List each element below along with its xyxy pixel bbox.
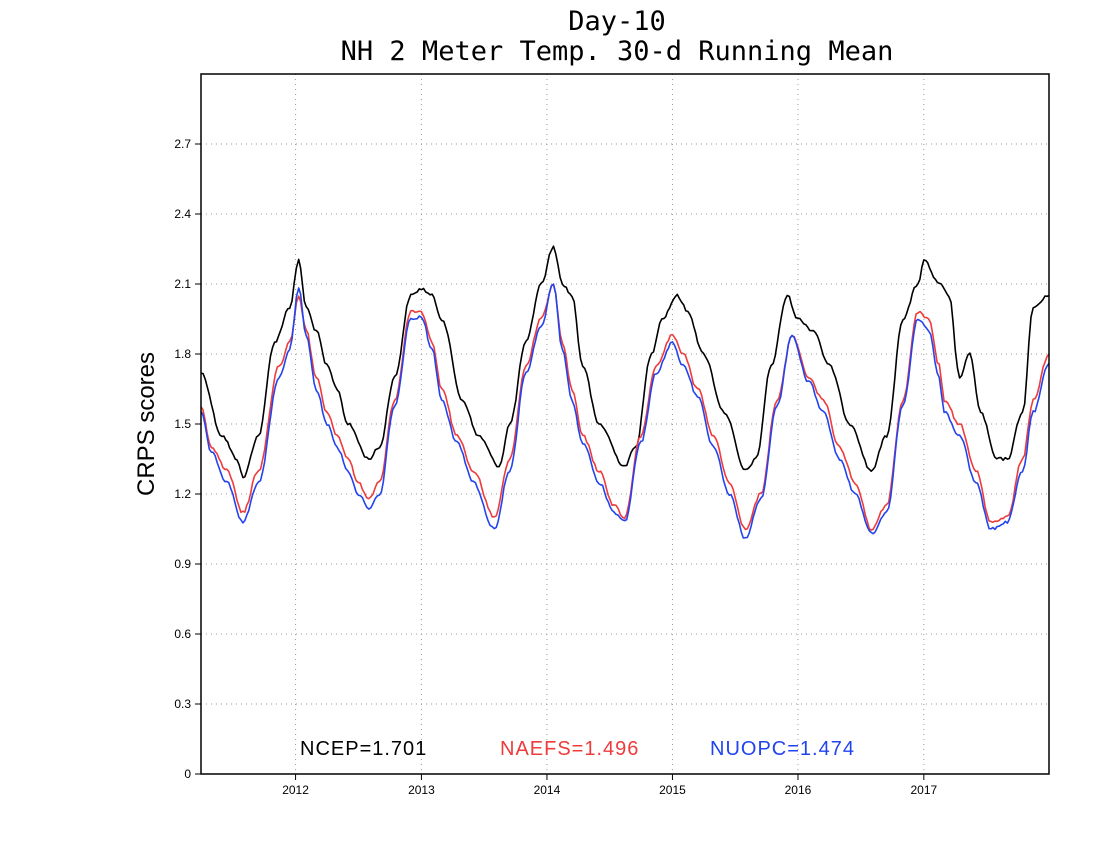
y-axis: 0 0.3 0.6 0.9 1.2 1.5 1.8 2.1 2.4 2.7 (174, 137, 201, 781)
x-tick-label: 2013 (408, 783, 435, 797)
y-tick-label: 0.6 (174, 627, 191, 641)
chart-subtitle: NH 2 Meter Temp. 30-d Running Mean (341, 36, 894, 67)
y-tick-label: 1.5 (174, 417, 191, 431)
legend: NCEP=1.701 NAEFS=1.496 NUOPC=1.474 (300, 738, 855, 760)
y-tick-label: 0 (184, 767, 191, 781)
x-tick-label: 2015 (659, 783, 686, 797)
x-tick-label: 2012 (282, 783, 309, 797)
grid-lines (201, 74, 1049, 774)
y-tick-label: 2.1 (174, 277, 191, 291)
y-axis-label: CRPS scores (133, 352, 160, 496)
x-tick-label: 2014 (534, 783, 561, 797)
x-axis: 2012 2013 2014 2015 2016 2017 (282, 774, 937, 797)
legend-item-naefs: NAEFS=1.496 (500, 738, 639, 760)
plot-frame (200, 73, 1050, 775)
series-line-0 (200, 245, 1050, 479)
x-tick-label: 2016 (785, 783, 812, 797)
y-tick-label: 1.2 (174, 487, 191, 501)
y-tick-label: 0.3 (174, 697, 191, 711)
y-tick-label: 2.7 (174, 137, 191, 151)
y-tick-label: 2.4 (174, 207, 191, 221)
y-tick-label: 0.9 (174, 557, 191, 571)
legend-item-nuopc: NUOPC=1.474 (710, 738, 855, 760)
series-line-2 (200, 283, 1050, 539)
chart-title: Day-10 (568, 6, 666, 37)
series-lines (200, 245, 1050, 539)
legend-item-ncep: NCEP=1.701 (300, 738, 427, 760)
x-tick-label: 2017 (910, 783, 937, 797)
y-tick-label: 1.8 (174, 347, 191, 361)
